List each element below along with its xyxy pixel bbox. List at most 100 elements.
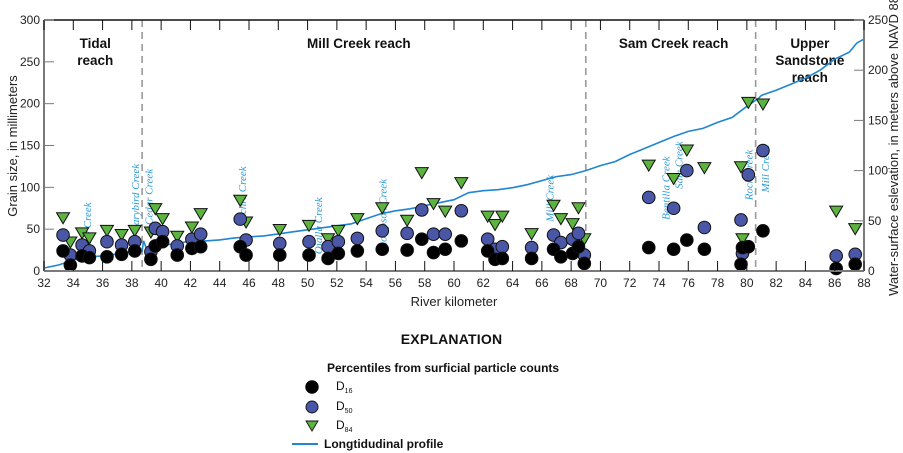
legend-label-d84: D84 xyxy=(336,418,353,434)
d50-marker xyxy=(641,190,656,205)
d84-marker xyxy=(330,224,346,238)
tributary-label: Cedar Creek xyxy=(143,168,155,225)
d84-marker xyxy=(735,233,750,246)
d16-marker xyxy=(127,244,142,258)
d16-marker xyxy=(741,239,756,254)
legend-label-profile: Longtidudinal profile xyxy=(324,437,444,451)
x-axis-title: River kilometer xyxy=(411,294,498,309)
d50-marker xyxy=(414,203,429,217)
x-tick-label: 46 xyxy=(242,276,256,290)
x-tick-label: 42 xyxy=(184,276,198,290)
d84-marker xyxy=(740,96,756,110)
d16-marker xyxy=(524,251,539,266)
d84-marker xyxy=(524,228,539,241)
x-tick-label: 48 xyxy=(272,276,286,290)
d84-marker xyxy=(193,208,209,221)
legend-item-profile: Longtidudinal profile xyxy=(292,435,443,453)
d50-marker xyxy=(272,236,287,251)
d16-marker xyxy=(571,239,586,254)
x-tick-label: 62 xyxy=(477,276,491,290)
d16-marker xyxy=(848,257,863,272)
d84-marker xyxy=(553,213,569,226)
d16-marker xyxy=(144,252,158,267)
d84-marker xyxy=(184,221,200,234)
x-tick-label: 60 xyxy=(447,276,461,290)
d84-marker xyxy=(487,218,503,232)
d50-marker xyxy=(734,213,748,227)
d16-marker xyxy=(100,249,114,264)
d84-marker xyxy=(697,162,712,175)
d16-marker xyxy=(734,257,748,272)
d84-marker xyxy=(349,213,365,226)
tributary-label: Mill Creek xyxy=(545,174,557,223)
x-tick-label: 78 xyxy=(711,276,725,290)
d84-marker xyxy=(828,205,844,219)
legend-item-d84: D84 xyxy=(290,417,352,435)
reach-label: Upper xyxy=(790,36,830,51)
x-tick-label: 68 xyxy=(564,276,578,290)
d84-marker xyxy=(571,202,586,215)
y2-tick-label: 150 xyxy=(868,113,888,127)
d16-marker xyxy=(756,224,770,238)
d16-marker xyxy=(400,243,414,257)
x-tick-label: 66 xyxy=(535,276,549,290)
d84-marker xyxy=(679,144,695,158)
y-tick-label: 50 xyxy=(27,222,41,236)
d50-marker xyxy=(571,226,586,241)
x-tick-label: 82 xyxy=(769,276,783,290)
blue-circle-icon xyxy=(290,400,334,414)
d84-marker xyxy=(169,230,185,244)
d16-marker xyxy=(554,249,568,264)
d50-marker xyxy=(56,228,70,242)
legend: EXPLANATION Percentiles from surficial p… xyxy=(0,326,903,453)
d84-marker xyxy=(127,224,143,238)
reach-label: Sandstone xyxy=(775,53,845,68)
x-tick-label: 72 xyxy=(623,276,637,290)
d50-marker xyxy=(495,239,510,254)
d16-marker xyxy=(438,242,453,257)
green-triangle-icon xyxy=(290,419,334,433)
d50-marker xyxy=(350,231,365,246)
d50-marker xyxy=(426,227,441,241)
reach-label: reach xyxy=(792,70,828,85)
d16-marker xyxy=(414,232,429,247)
d50-marker xyxy=(233,212,248,226)
y2-tick-label: 250 xyxy=(868,13,888,27)
d16-marker xyxy=(829,261,843,276)
d84-marker xyxy=(99,224,115,238)
y-tick-label: 100 xyxy=(20,180,40,194)
d84-marker xyxy=(272,224,288,237)
reach-label: reach xyxy=(77,53,113,68)
y2-tick-label: 200 xyxy=(868,63,888,77)
d84-marker xyxy=(114,229,129,242)
tributary-label: Thompson Creek xyxy=(378,178,390,254)
y-axis-title: Grain size, in millimeters xyxy=(5,75,20,217)
y-tick-label: 0 xyxy=(33,264,40,278)
legend-subtitle: Percentiles from surficial particle coun… xyxy=(327,361,560,375)
legend-label-d16: D16 xyxy=(336,379,353,395)
d84-marker xyxy=(437,205,453,219)
d84-marker xyxy=(565,218,580,231)
d84-marker xyxy=(733,161,749,174)
y-tick-label: 250 xyxy=(20,55,40,69)
d84-marker xyxy=(847,223,863,236)
d16-marker xyxy=(454,234,469,248)
y2-tick-label: 100 xyxy=(868,164,888,178)
d84-marker xyxy=(374,202,390,215)
d16-marker xyxy=(495,251,510,266)
data-points xyxy=(55,96,863,276)
d16-marker xyxy=(577,256,592,271)
x-tick-label: 84 xyxy=(799,276,813,290)
d16-marker xyxy=(697,242,712,257)
d84-marker xyxy=(232,194,248,208)
y2-tick-label: 0 xyxy=(868,264,875,278)
y2-tick-label: 50 xyxy=(868,214,882,228)
d16-marker xyxy=(155,234,170,249)
d84-marker xyxy=(641,159,657,173)
x-tick-label: 50 xyxy=(301,276,315,290)
legend-label-d50: D50 xyxy=(336,399,353,415)
d50-marker xyxy=(193,227,208,241)
d50-marker xyxy=(302,234,316,249)
x-tick-label: 76 xyxy=(682,276,696,290)
d84-marker xyxy=(301,219,317,233)
